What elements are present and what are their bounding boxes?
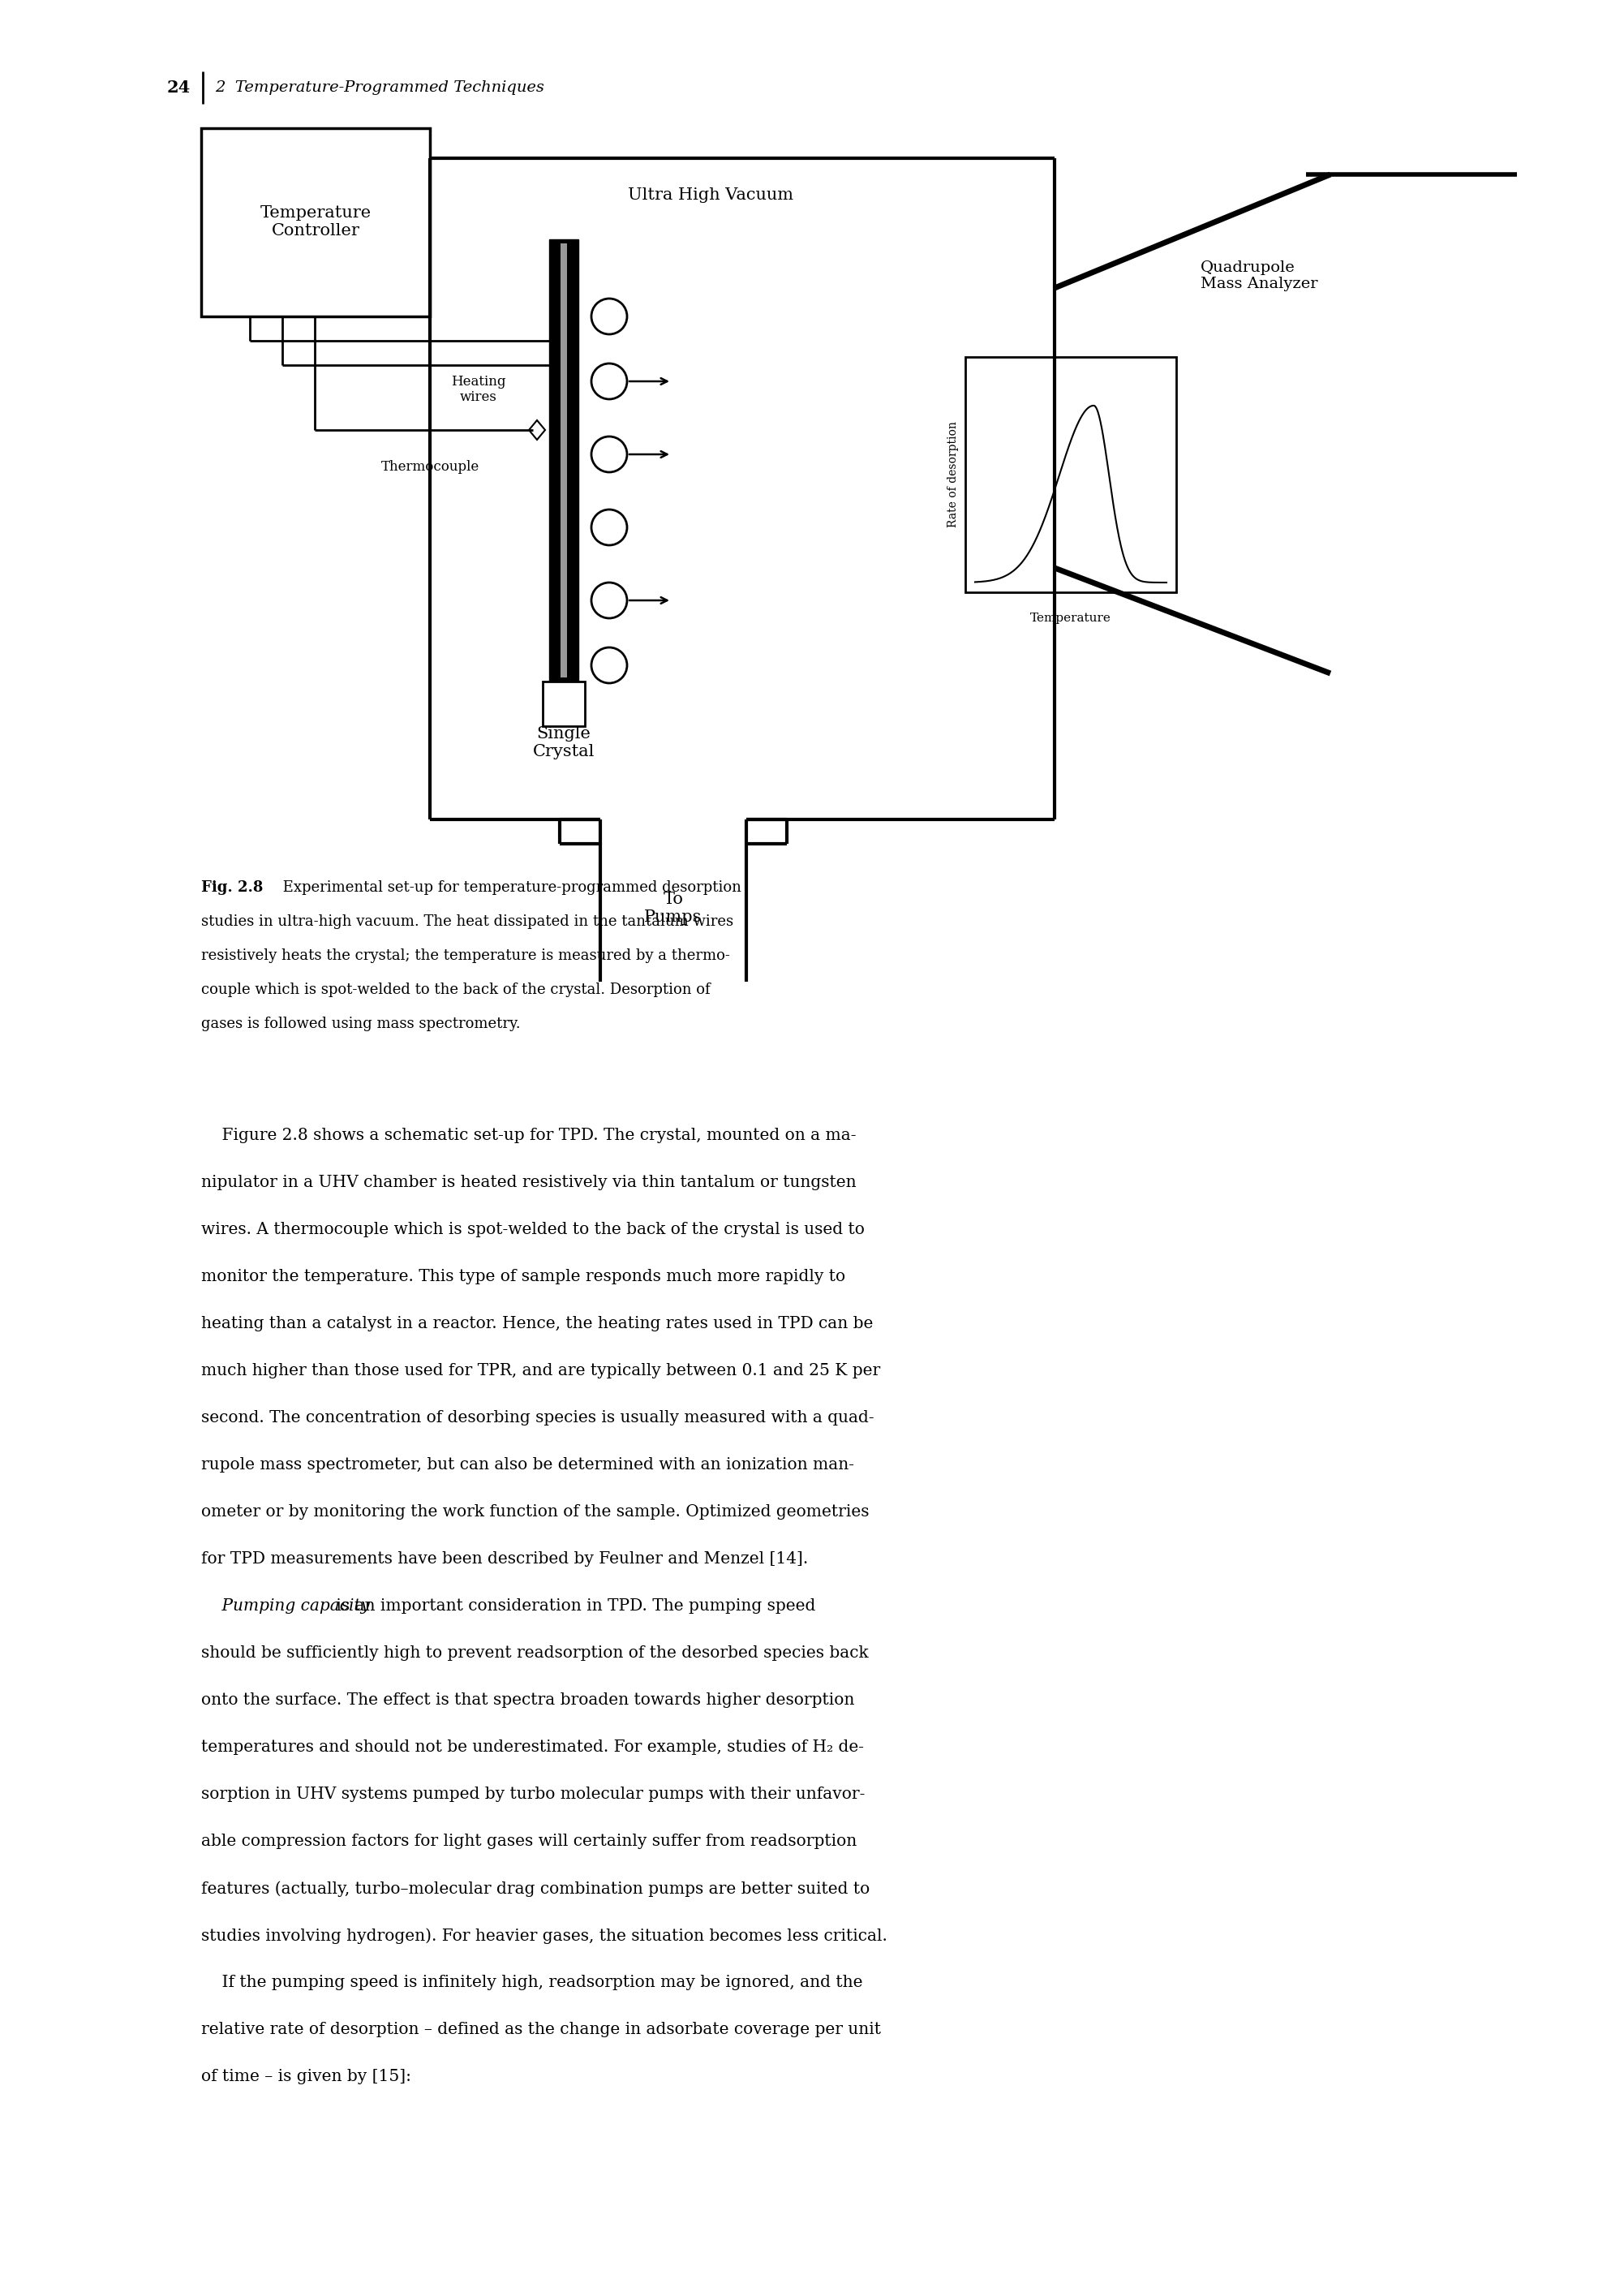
Text: If the pumping speed is infinitely high, readsorption may be ignored, and the: If the pumping speed is infinitely high,… [201, 1976, 862, 1989]
Text: Temperature: Temperature [1030, 612, 1111, 623]
Text: Experimental set-up for temperature-programmed desorption: Experimental set-up for temperature-prog… [278, 880, 741, 894]
Text: is an important consideration in TPD. The pumping speed: is an important consideration in TPD. Th… [331, 1598, 815, 1614]
Text: for TPD measurements have been described by Feulner and Menzel [14].: for TPD measurements have been described… [201, 1552, 809, 1568]
Text: Temperature
Controller: Temperature Controller [260, 206, 372, 238]
Text: couple which is spot-welded to the back of the crystal. Desorption of: couple which is spot-welded to the back … [201, 983, 710, 997]
Text: sorption in UHV systems pumped by turbo molecular pumps with their unfavor-: sorption in UHV systems pumped by turbo … [201, 1785, 866, 1802]
Text: resistively heats the crystal; the temperature is measured by a thermo-: resistively heats the crystal; the tempe… [201, 949, 729, 963]
Text: Rate of desorption: Rate of desorption [947, 422, 958, 527]
Text: nipulator in a UHV chamber is heated resistively via thin tantalum or tungsten: nipulator in a UHV chamber is heated res… [201, 1176, 856, 1190]
Text: of time – is given by [15]:: of time – is given by [15]: [201, 2070, 411, 2083]
Text: onto the surface. The effect is that spectra broaden towards higher desorption: onto the surface. The effect is that spe… [201, 1691, 854, 1708]
Text: studies in ultra-high vacuum. The heat dissipated in the tantalum wires: studies in ultra-high vacuum. The heat d… [201, 915, 734, 928]
Text: Single
Crystal: Single Crystal [533, 727, 594, 759]
Text: To
Pumps: To Pumps [645, 892, 702, 926]
Text: wires. A thermocouple which is spot-welded to the back of the crystal is used to: wires. A thermocouple which is spot-weld… [201, 1222, 864, 1238]
Text: second. The concentration of desorbing species is usually measured with a quad-: second. The concentration of desorbing s… [201, 1410, 874, 1426]
Text: temperatures and should not be underestimated. For example, studies of H₂ de-: temperatures and should not be underesti… [201, 1740, 864, 1756]
Text: features (actually, turbo–molecular drag combination pumps are better suited to: features (actually, turbo–molecular drag… [201, 1882, 870, 1895]
Text: able compression factors for light gases will certainly suffer from readsorption: able compression factors for light gases… [201, 1834, 857, 1850]
Text: Heating
wires: Heating wires [451, 374, 507, 403]
Text: Quadrupole
Mass Analyzer: Quadrupole Mass Analyzer [1200, 259, 1317, 291]
Bar [965, 358, 1176, 591]
Text: 2  Temperature-Programmed Techniques: 2 Temperature-Programmed Techniques [214, 80, 544, 94]
Text: heating than a catalyst in a reactor. Hence, the heating rates used in TPD can b: heating than a catalyst in a reactor. He… [201, 1316, 874, 1332]
Text: studies involving hydrogen). For heavier gases, the situation becomes less criti: studies involving hydrogen). For heavier… [201, 1928, 887, 1944]
Text: should be sufficiently high to prevent readsorption of the desorbed species back: should be sufficiently high to prevent r… [201, 1646, 869, 1662]
Bar [549, 238, 578, 681]
Bar [201, 128, 430, 316]
Text: Figure 2.8 shows a schematic set-up for TPD. The crystal, mounted on a ma-: Figure 2.8 shows a schematic set-up for … [201, 1128, 856, 1144]
Text: relative rate of desorption – defined as the change in adsorbate coverage per un: relative rate of desorption – defined as… [201, 2022, 880, 2038]
Text: ometer or by monitoring the work function of the sample. Optimized geometries: ometer or by monitoring the work functio… [201, 1504, 869, 1520]
Text: Ultra High Vacuum: Ultra High Vacuum [628, 188, 794, 202]
Text: 24: 24 [167, 80, 190, 96]
Text: Thermocouple: Thermocouple [380, 461, 479, 474]
Polygon shape [529, 419, 546, 440]
Text: Fig. 2.8: Fig. 2.8 [201, 880, 263, 894]
Text: gases is followed using mass spectrometry.: gases is followed using mass spectrometr… [201, 1018, 520, 1031]
Text: Pumping capacity: Pumping capacity [201, 1598, 370, 1614]
Text: rupole mass spectrometer, but can also be determined with an ionization man-: rupole mass spectrometer, but can also b… [201, 1458, 854, 1471]
Text: much higher than those used for TPR, and are typically between 0.1 and 25 K per: much higher than those used for TPR, and… [201, 1364, 880, 1377]
Text: monitor the temperature. This type of sample responds much more rapidly to: monitor the temperature. This type of sa… [201, 1270, 846, 1284]
Bar [560, 243, 567, 678]
Bar [542, 681, 585, 727]
